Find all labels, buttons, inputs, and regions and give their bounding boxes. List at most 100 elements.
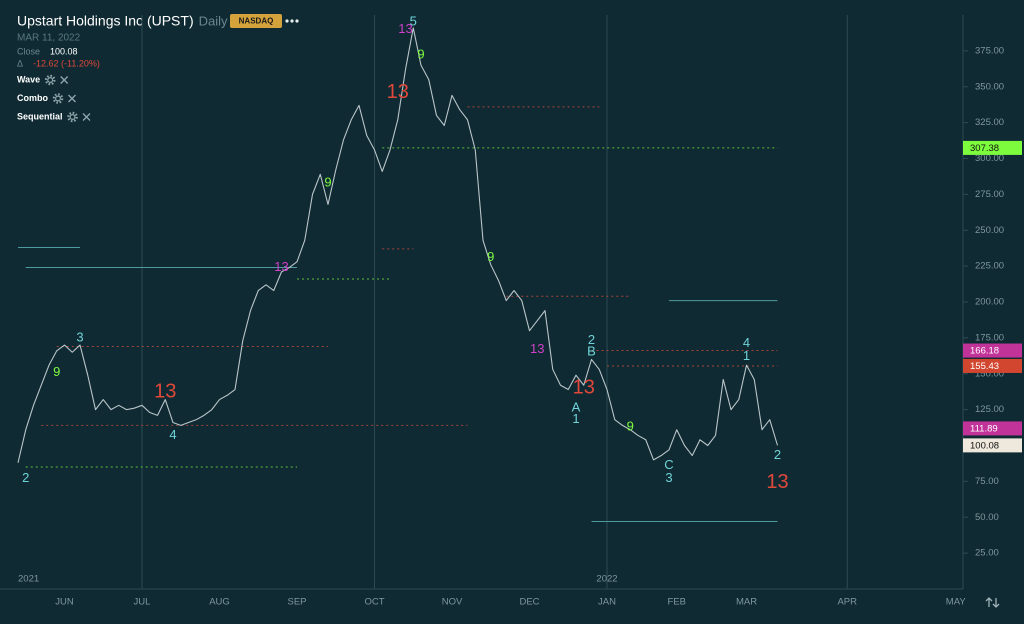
change: -12.62 (-11.20%)	[33, 58, 100, 68]
indicator-label: Sequential	[17, 111, 63, 121]
annotation: 9	[487, 249, 494, 264]
annotation: 9	[417, 47, 424, 62]
gear	[69, 113, 76, 120]
y-tick-label: 275.00	[975, 189, 1004, 200]
price-tag	[963, 421, 1022, 436]
y-tick-label: 175.00	[975, 332, 1004, 343]
annotation: 13	[274, 259, 288, 274]
price-tag	[963, 140, 1022, 155]
annotation: 5	[410, 14, 417, 29]
price-tag-label: 111.89	[970, 423, 998, 434]
annotation: 2	[774, 447, 781, 462]
gear	[54, 95, 61, 102]
y-tick-label: 200.00	[975, 297, 1004, 308]
annotation: 2	[588, 332, 595, 347]
annotation: 13	[154, 381, 176, 403]
annotation: 9	[53, 364, 60, 379]
interval: Daily	[199, 13, 228, 28]
annotation: 3	[665, 470, 672, 485]
indicator-label: Combo	[17, 93, 48, 103]
exchange-badge	[230, 14, 282, 28]
annotation: 13	[766, 471, 788, 493]
price-tag-label: 155.43	[970, 361, 999, 372]
settings-button[interactable]	[52, 93, 64, 104]
annotation: 13	[573, 376, 595, 398]
close-value: 100.08	[50, 46, 78, 56]
price-tag	[963, 438, 1022, 453]
price-line	[17, 27, 779, 463]
price-tag-label: 307.38	[970, 143, 999, 154]
annotation: 1	[572, 411, 579, 426]
x-tick-label: NOV	[442, 597, 463, 608]
y-tick-label: 150.00	[975, 368, 1004, 379]
title: Upstart Holdings Inc (UPST)	[17, 13, 194, 29]
x-tick-label: FEB	[668, 597, 686, 608]
annotation: 3	[76, 329, 83, 344]
y-tick-label: 250.00	[975, 225, 1004, 236]
year-label: 2021	[18, 574, 39, 585]
annotation: 4	[743, 335, 750, 350]
y-tick-label: 350.00	[975, 81, 1004, 92]
annotation: 4	[169, 427, 176, 442]
annotation: A	[572, 400, 581, 415]
x-icon	[60, 76, 69, 84]
x-tick-label: AUG	[209, 597, 230, 608]
x-tick-label: JAN	[598, 597, 616, 608]
x-tick-label: APR	[837, 597, 857, 608]
swap-icon	[985, 597, 1000, 608]
gear-teeth	[44, 74, 56, 86]
x-tick-label: SEP	[287, 597, 306, 608]
gear	[47, 76, 54, 83]
change-symbol: Δ	[17, 58, 23, 68]
remove-button[interactable]	[82, 113, 91, 121]
date: MAR 11, 2022	[17, 33, 81, 44]
annotation: 9	[324, 174, 331, 189]
header: Upstart Holdings Inc (UPST) Daily NASDAQ…	[17, 13, 299, 68]
y-tick-label: 25.00	[975, 548, 999, 559]
x-tick-label: JUL	[134, 597, 151, 608]
close-label: Close	[17, 46, 40, 56]
annotation: 13	[398, 21, 412, 36]
year-label: 2022	[596, 574, 617, 585]
x-tick-label: MAR	[736, 597, 757, 608]
y-tick-label: 325.00	[975, 117, 1004, 128]
annotation: 1	[743, 348, 750, 363]
settings-button[interactable]	[67, 111, 78, 123]
y-tick-label: 75.00	[975, 476, 999, 487]
exchange: NASDAQ	[239, 17, 274, 26]
annotation: 13	[387, 81, 409, 103]
price-tag	[963, 343, 1022, 358]
more-button[interactable]	[285, 19, 299, 23]
remove-button[interactable]	[60, 76, 69, 84]
x-tick-label: OCT	[364, 597, 384, 608]
price-tag-label: 166.18	[970, 346, 999, 357]
y-tick-label: 50.00	[975, 512, 999, 523]
y-tick-label: 125.00	[975, 404, 1004, 415]
y-tick-label: 225.00	[975, 261, 1004, 272]
dot	[295, 19, 299, 23]
settings-button[interactable]	[44, 74, 56, 86]
annotation: C	[664, 457, 673, 472]
annotation: 13	[530, 341, 544, 356]
annotation: B	[587, 344, 596, 359]
y-tick-label: 375.00	[975, 45, 1004, 56]
annotation: 2	[22, 470, 29, 485]
x-tick-label: DEC	[519, 597, 539, 608]
remove-button[interactable]	[68, 94, 76, 103]
gear-teeth	[67, 111, 78, 123]
x-icon	[82, 113, 91, 121]
y-tick-label: 300.00	[975, 153, 1004, 164]
annotation: 9	[627, 418, 634, 433]
dot	[285, 19, 289, 23]
swap-axis-button[interactable]	[985, 597, 1000, 608]
x-tick-label: JUN	[55, 597, 74, 608]
dot	[290, 19, 294, 23]
indicator-label: Wave	[17, 74, 40, 84]
price-tag-label: 100.08	[970, 440, 999, 451]
x-tick-label: MAY	[946, 597, 967, 608]
price-tag	[963, 358, 1022, 373]
x-icon	[68, 94, 76, 103]
gear-teeth	[52, 93, 64, 104]
